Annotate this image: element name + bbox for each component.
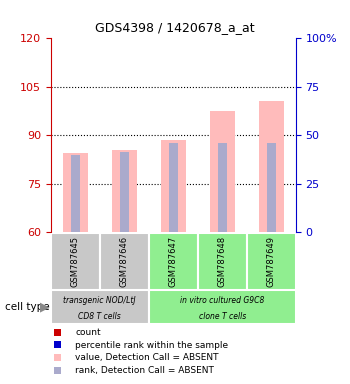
Text: value, Detection Call = ABSENT: value, Detection Call = ABSENT bbox=[75, 353, 219, 362]
Text: GDS4398 / 1420678_a_at: GDS4398 / 1420678_a_at bbox=[95, 21, 255, 34]
Bar bbox=[198, 233, 247, 290]
Bar bbox=[259, 101, 284, 232]
Bar bbox=[267, 144, 275, 232]
Text: GSM787645: GSM787645 bbox=[71, 236, 80, 287]
Text: GSM787648: GSM787648 bbox=[218, 236, 227, 287]
Text: percentile rank within the sample: percentile rank within the sample bbox=[75, 341, 228, 350]
Bar bbox=[120, 152, 128, 232]
Text: CD8 T cells: CD8 T cells bbox=[78, 312, 121, 321]
Bar bbox=[218, 144, 226, 232]
Text: clone T cells: clone T cells bbox=[199, 312, 246, 321]
Bar bbox=[247, 233, 296, 290]
Bar bbox=[51, 290, 149, 324]
Bar bbox=[149, 290, 296, 324]
Bar bbox=[51, 233, 100, 290]
Text: in vitro cultured G9C8: in vitro cultured G9C8 bbox=[180, 296, 265, 306]
Bar bbox=[161, 140, 186, 232]
Bar bbox=[63, 153, 88, 232]
Text: GSM787647: GSM787647 bbox=[169, 236, 178, 287]
Bar bbox=[149, 233, 198, 290]
Text: GSM787649: GSM787649 bbox=[267, 236, 276, 287]
Text: ▶: ▶ bbox=[40, 301, 49, 314]
Text: GSM787646: GSM787646 bbox=[120, 236, 129, 287]
Bar bbox=[210, 111, 235, 232]
Text: cell type: cell type bbox=[5, 302, 50, 312]
Bar bbox=[169, 144, 177, 232]
Bar bbox=[112, 150, 136, 232]
Text: transgenic NOD/LtJ: transgenic NOD/LtJ bbox=[63, 296, 136, 306]
Bar bbox=[71, 155, 79, 232]
Text: rank, Detection Call = ABSENT: rank, Detection Call = ABSENT bbox=[75, 366, 214, 375]
Bar bbox=[100, 233, 149, 290]
Text: count: count bbox=[75, 328, 101, 337]
